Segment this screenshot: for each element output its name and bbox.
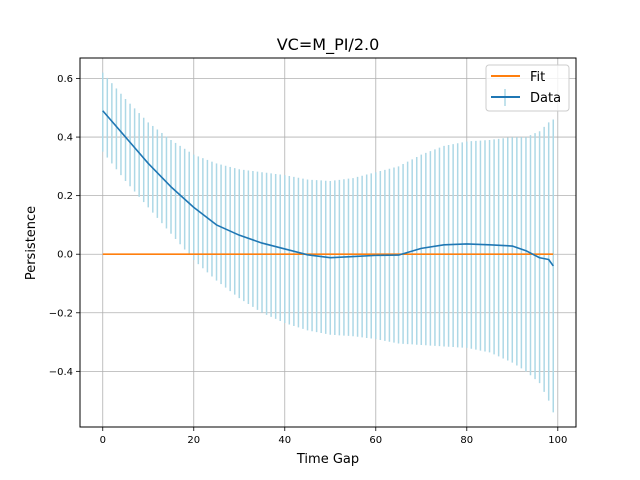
y-tick-label: −0.4 [49, 367, 73, 378]
y-tick-label: 0.4 [57, 133, 73, 144]
x-tick-label: 80 [460, 435, 473, 446]
plot-frame [79, 57, 577, 428]
x-axis-label: Time Gap [296, 452, 359, 467]
x-tick-label: 0 [100, 435, 106, 446]
legend-label-fit: Fit [530, 70, 545, 85]
legend-label-data: Data [530, 91, 561, 106]
y-tick-label: 0.6 [57, 74, 73, 85]
series-lines [102, 110, 554, 267]
x-tick-label: 100 [548, 435, 567, 446]
y-tick-label: 0.0 [57, 250, 73, 261]
x-tick-label: 60 [369, 435, 382, 446]
ticks: 0 20 40 60 80 100 −0.4 −0.2 0.0 0.2 0.4 0.6 [49, 74, 568, 446]
error-bars [102, 72, 554, 413]
data-line [102, 110, 554, 267]
legend: Fit Data [485, 64, 570, 112]
x-tick-label: 40 [278, 435, 291, 446]
x-tick-label: 20 [187, 435, 200, 446]
y-tick-label: 0.2 [57, 191, 73, 202]
y-tick-label: −0.2 [49, 308, 73, 319]
y-axis-label: Persistence [24, 206, 39, 280]
grid [80, 58, 576, 427]
chart-title: VC=M_PI/2.0 [277, 35, 380, 55]
